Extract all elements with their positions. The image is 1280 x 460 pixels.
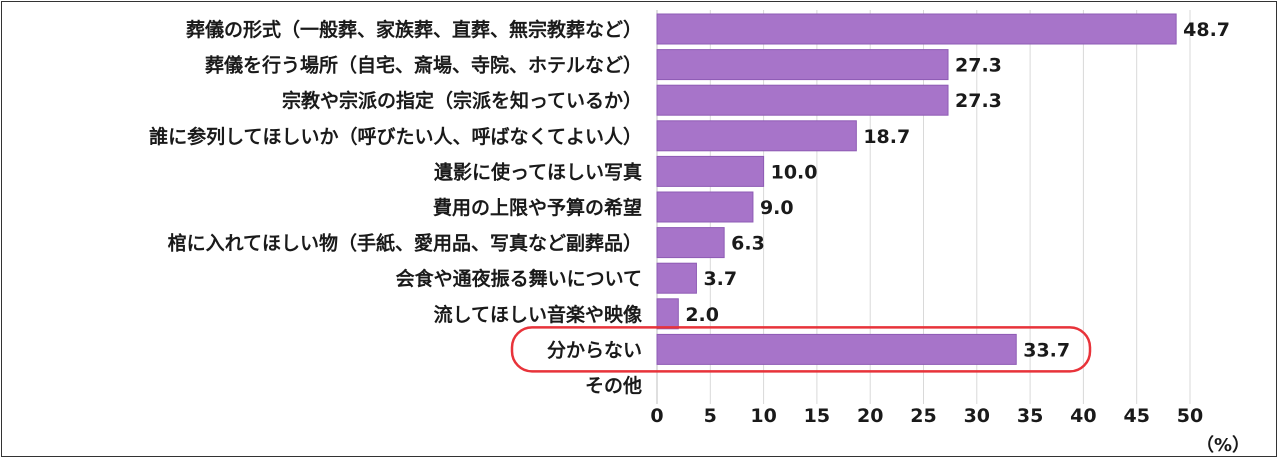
bar <box>656 13 1177 45</box>
value-label: 27.3 <box>955 90 1002 112</box>
x-tick-label: 25 <box>910 405 936 427</box>
bars <box>656 13 1177 365</box>
category-label: その他 <box>585 374 642 397</box>
bar <box>656 227 725 259</box>
x-tick-label: 50 <box>1177 405 1203 427</box>
category-label: 宗教や宗派の指定（宗派を知っているか） <box>282 89 642 112</box>
x-tick-label: 0 <box>650 405 663 427</box>
bar <box>656 262 697 294</box>
value-label: 48.7 <box>1183 19 1230 41</box>
value-label: 3.7 <box>703 268 737 290</box>
bar <box>656 155 765 187</box>
bar <box>656 191 754 223</box>
category-label: 誰に参列してほしいか（呼びたい人、呼ばなくてよい人） <box>149 125 642 148</box>
x-tick-label: 5 <box>704 405 717 427</box>
value-label: 18.7 <box>863 126 910 148</box>
category-label: 分からない <box>547 339 642 361</box>
value-label: 27.3 <box>955 55 1002 77</box>
category-label: 葬儀の形式（一般葬、家族葬、直葬、無宗教葬など） <box>186 18 642 41</box>
category-label: 費用の上限や予算の希望 <box>433 196 642 219</box>
x-tick-label: 10 <box>750 405 776 427</box>
x-axis-ticks: 0 5 10 15 20 25 30 35 40 45 50 <box>650 405 1203 427</box>
highlight-outline <box>510 326 1092 373</box>
category-label: 遺影に使ってほしい写真 <box>434 160 642 183</box>
x-tick-label: 40 <box>1070 405 1096 427</box>
value-label: 33.7 <box>1023 339 1070 361</box>
bar <box>656 49 949 81</box>
value-label: 2.0 <box>685 304 719 326</box>
value-labels: 48.7 27.3 27.3 18.7 10.0 9.0 6.3 3.7 2.0 33.7 <box>685 19 1230 361</box>
unit-label: （%） <box>1196 435 1250 456</box>
category-label: 葬儀を行う場所（自宅、斎場、寺院、ホテルなど） <box>205 54 642 77</box>
x-tick-label: 45 <box>1123 405 1149 427</box>
value-label: 10.0 <box>771 161 818 183</box>
bar <box>656 120 857 152</box>
category-labels: 葬儀の形式（一般葬、家族葬、直葬、無宗教葬など） 葬儀を行う場所（自宅、斎場、寺院… <box>149 18 643 397</box>
bar <box>656 333 1017 365</box>
category-label: 会食や通夜振る舞いについて <box>396 267 642 290</box>
x-tick-label: 30 <box>964 405 990 427</box>
value-label: 9.0 <box>760 197 794 219</box>
x-tick-label: 15 <box>804 405 830 427</box>
x-tick-label: 20 <box>857 405 883 427</box>
x-tick-label: 35 <box>1017 405 1043 427</box>
bar <box>656 298 679 330</box>
value-label: 6.3 <box>731 233 765 255</box>
category-label: 棺に入れてほしい物（手紙、愛用品、写真など副葬品） <box>168 232 642 255</box>
category-label: 流してほしい音楽や映像 <box>434 303 643 326</box>
bar <box>656 84 949 116</box>
